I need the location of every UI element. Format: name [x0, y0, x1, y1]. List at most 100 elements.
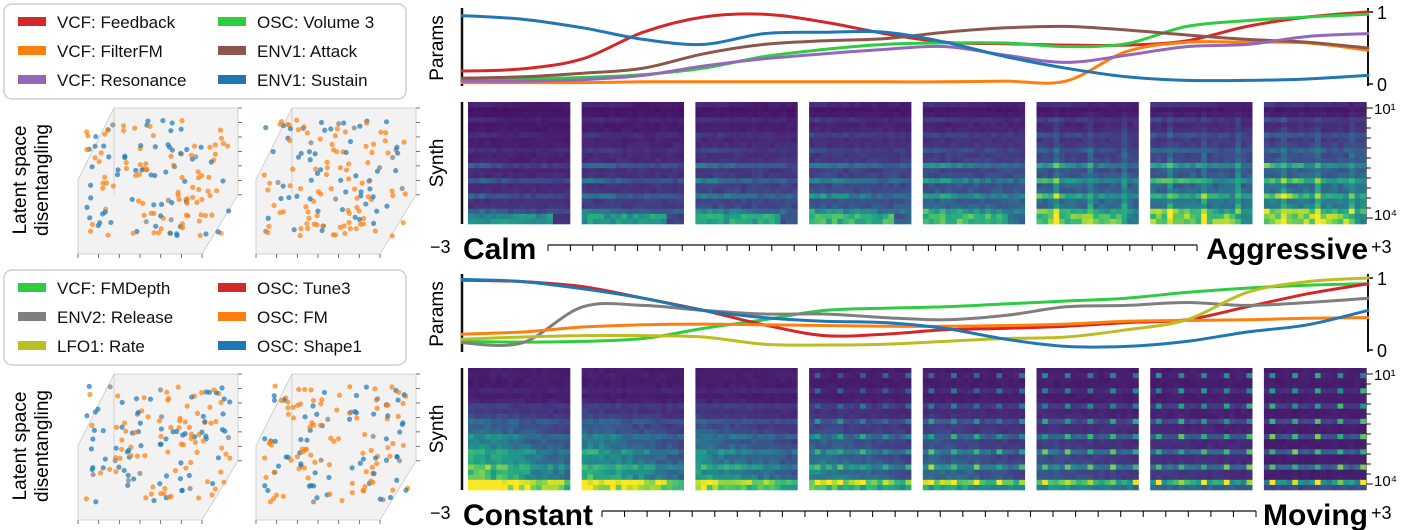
spectrogram-cell — [1115, 157, 1122, 164]
spectrogram-cell — [507, 163, 514, 169]
spectrogram-cell — [473, 469, 480, 476]
latent-point — [113, 424, 120, 430]
spectrogram-cell — [1047, 132, 1054, 138]
spectrogram-cell — [791, 117, 798, 123]
spectrogram-cell — [553, 102, 559, 108]
spectrogram-cell — [587, 168, 594, 174]
spectrogram-cell — [1206, 117, 1213, 123]
latent-point — [90, 436, 96, 442]
spectrogram-cell — [672, 378, 679, 384]
latent-point — [358, 193, 364, 199]
spectrogram-cell — [564, 188, 571, 194]
spectrogram-cell — [814, 117, 821, 123]
latent-point — [326, 474, 332, 481]
spectrogram-cell — [558, 157, 565, 164]
spectrogram-cell — [644, 423, 650, 430]
spectrogram-cell — [1286, 132, 1293, 138]
spectrogram-cell — [746, 102, 753, 108]
latent-point — [202, 419, 208, 425]
spectrogram-cell — [1223, 208, 1230, 215]
spectrogram-cell — [723, 183, 730, 189]
legend-entry-label: VCF: Resonance — [57, 71, 186, 90]
spectrogram-cell — [1314, 173, 1321, 179]
spectrogram-cell — [638, 107, 645, 113]
spectrogram-cell — [666, 147, 673, 154]
latent-point — [357, 216, 363, 222]
spectrogram-cell — [1229, 122, 1236, 128]
spectrogram-cell — [479, 137, 486, 143]
spectrogram-cell — [598, 388, 605, 394]
spectrogram-cell — [507, 429, 514, 435]
spectrogram-cell — [581, 203, 588, 210]
spectrogram-cell — [558, 173, 565, 179]
spectrogram-cell — [1115, 142, 1122, 149]
spectrogram-cell — [939, 142, 946, 149]
latent-point — [349, 465, 355, 471]
spectrogram-cell — [507, 459, 514, 465]
latent-point — [169, 200, 175, 206]
spectrogram-cell — [871, 152, 878, 159]
spectrogram-cell — [661, 393, 667, 399]
spectrogram-cell — [723, 147, 730, 154]
spectrogram-cell — [513, 198, 520, 204]
spectrogram-cell — [877, 168, 884, 174]
spectrogram-cell — [644, 393, 650, 399]
latent-point — [389, 188, 395, 194]
spectrogram-cell — [1081, 152, 1088, 159]
spectrogram-cell — [1235, 117, 1242, 123]
spectrogram-cell — [1212, 157, 1219, 164]
spectrogram-cell — [638, 132, 645, 138]
params-tick-label-bottom: 0 — [1377, 75, 1387, 95]
latent-point — [184, 196, 191, 202]
latent-point — [192, 439, 198, 445]
spectrogram-cell — [973, 117, 980, 123]
spectrogram-cell — [934, 127, 941, 133]
spectrogram-cell — [479, 198, 486, 204]
spectrogram-cell — [934, 188, 941, 194]
spectrogram-cell — [666, 163, 673, 169]
spectrogram-cell — [865, 183, 872, 189]
spectrogram-cell — [1195, 137, 1202, 143]
latent-point — [212, 486, 218, 492]
spectrogram-cell — [922, 178, 929, 184]
spectrogram-cell — [763, 193, 770, 199]
spectrogram-cell — [1218, 173, 1225, 179]
spectrogram-cell — [564, 152, 571, 159]
latent-point — [365, 194, 371, 200]
spectrogram-cell — [479, 188, 486, 194]
spectrogram-cell — [485, 208, 491, 215]
spectrogram-cell — [564, 368, 571, 374]
latent-point — [399, 185, 405, 192]
spectrogram-cell — [524, 408, 531, 415]
spectrogram-cell — [1093, 147, 1100, 154]
spectrogram-cell — [854, 107, 861, 113]
spectrogram-cell — [547, 198, 554, 204]
spectrogram-cell — [769, 188, 776, 194]
spectrogram-cell — [888, 173, 895, 179]
spectrogram-cell — [666, 178, 673, 184]
spectrogram-cell — [1246, 198, 1253, 204]
spectrogram-cell — [1348, 193, 1355, 199]
spectrogram-cell — [661, 132, 667, 138]
spectrogram-cell — [888, 218, 895, 225]
spectrogram-frame — [1150, 102, 1253, 225]
spectrogram-cell — [740, 213, 747, 220]
spectrogram-cell — [593, 157, 599, 164]
params-axis-label: Params — [427, 281, 448, 346]
spectrogram-cell — [1042, 203, 1049, 210]
spectrogram-cell — [485, 183, 491, 189]
spectrogram-cell — [530, 418, 537, 425]
spectrogram-cell — [746, 218, 753, 225]
spectrogram-cell — [530, 469, 537, 476]
spectrogram-cell — [1297, 107, 1304, 113]
spectrogram-cell — [655, 112, 662, 118]
spectrogram-cell — [1161, 168, 1168, 174]
spectrogram-cell — [1087, 218, 1094, 225]
spectrogram-cell — [502, 178, 508, 184]
spectrogram-cell — [786, 142, 793, 149]
spectrogram-cell — [581, 198, 588, 204]
spectrogram-cell — [541, 102, 548, 108]
spectrogram-cell — [1115, 132, 1122, 138]
spectrogram-cell — [922, 218, 929, 225]
spectrogram-cell — [1064, 107, 1071, 113]
